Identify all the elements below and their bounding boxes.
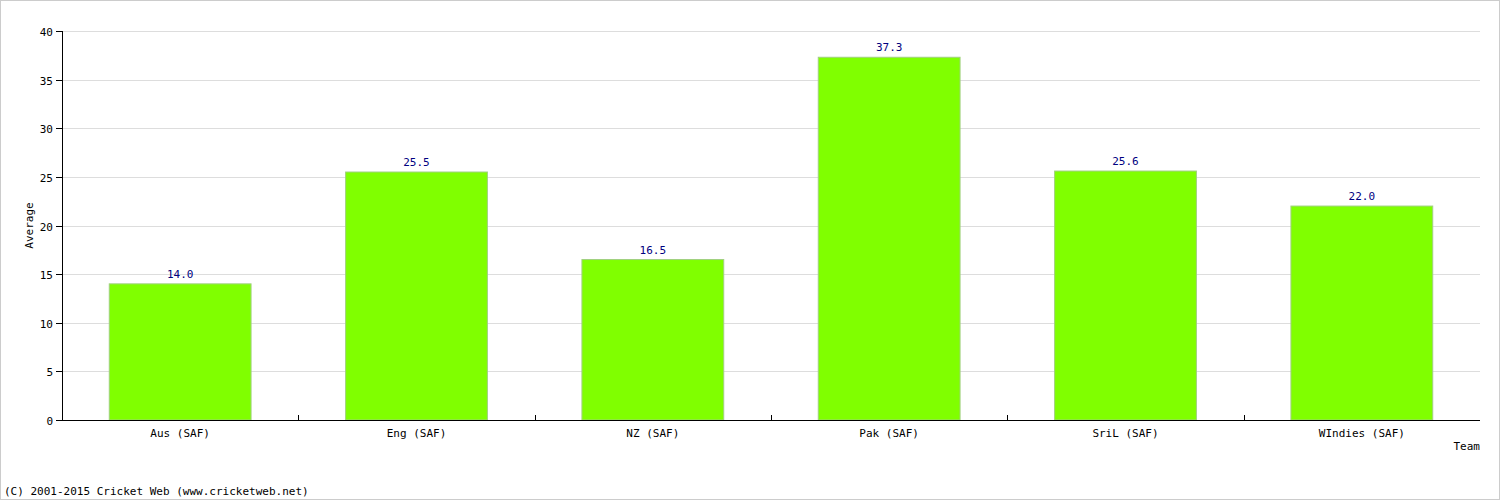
x-tick-label: SriL (SAF) [1092,427,1158,440]
x-band-tick [1244,415,1245,420]
y-tick-label: 0 [46,415,53,428]
x-axis [62,420,1480,421]
grid-line [62,323,1480,324]
y-tick-label: 35 [40,75,53,88]
data-label: 14.0 [167,268,194,281]
x-band-tick [1007,415,1008,420]
grid-line [62,80,1480,81]
y-axis-label: Average [23,202,36,248]
y-tick-label: 40 [40,26,53,39]
data-label: 25.5 [403,156,430,169]
grid-line [62,31,1480,32]
bar [818,57,960,420]
x-tick-label: WIndies (SAF) [1319,427,1405,440]
bar [582,260,724,420]
data-label: 16.5 [640,244,667,257]
grid-line [62,128,1480,129]
x-tick-label: Aus (SAF) [150,427,210,440]
grid-line [62,177,1480,178]
x-band-tick [298,415,299,420]
bar [346,172,488,420]
y-tick [56,128,62,129]
y-tick [56,323,62,324]
y-tick-label: 20 [40,221,53,234]
footer-note: (C) 2001-2015 Cricket Web (www.cricketwe… [4,485,309,498]
data-label: 25.6 [1112,155,1139,168]
y-tick-label: 30 [40,123,53,136]
bars [109,57,1432,420]
grid-line [62,274,1480,275]
grid-line [62,226,1480,227]
y-tick-label: 5 [46,366,53,379]
y-tick [56,177,62,178]
y-tick-label: 15 [40,269,53,282]
y-tick [56,80,62,81]
y-tick [56,31,62,32]
background [1,1,1500,500]
data-label: 37.3 [876,41,903,54]
bar [109,284,251,420]
y-tick-label: 10 [40,318,53,331]
y-tick [56,371,62,372]
bar [1291,206,1433,420]
x-axis-label: Team [1454,440,1481,453]
y-tick [56,226,62,227]
grid-line [62,371,1480,372]
y-tick [56,420,62,421]
y-tick [56,274,62,275]
x-band-tick [535,415,536,420]
data-label: 22.0 [1349,190,1376,203]
x-tick-label: Eng (SAF) [387,427,447,440]
x-tick-label: NZ (SAF) [626,427,679,440]
y-tick-label: 25 [40,172,53,185]
chart: 0 5 10 15 20 25 30 35 40 14.0 25.5 16.5 37.3 25.6 22.0… [0,0,1500,500]
y-axis [62,31,63,420]
grid-line [62,420,1480,421]
x-band-tick [771,415,772,420]
bar [1055,171,1197,420]
x-tick-label: Pak (SAF) [859,427,919,440]
